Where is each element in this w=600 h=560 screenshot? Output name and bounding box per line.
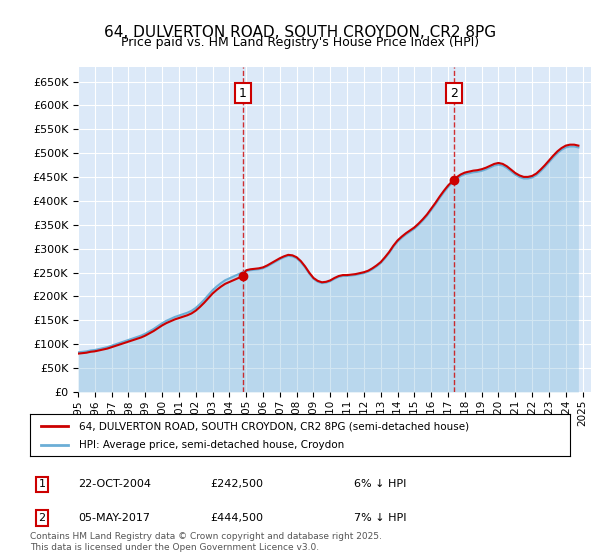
Text: 1: 1 (239, 87, 247, 100)
Text: 05-MAY-2017: 05-MAY-2017 (78, 513, 150, 523)
Text: 64, DULVERTON ROAD, SOUTH CROYDON, CR2 8PG: 64, DULVERTON ROAD, SOUTH CROYDON, CR2 8… (104, 25, 496, 40)
Text: 2: 2 (450, 87, 458, 100)
Text: 2: 2 (38, 513, 46, 523)
Text: Price paid vs. HM Land Registry's House Price Index (HPI): Price paid vs. HM Land Registry's House … (121, 36, 479, 49)
Text: 1: 1 (38, 479, 46, 489)
Text: 22-OCT-2004: 22-OCT-2004 (78, 479, 151, 489)
Text: £242,500: £242,500 (210, 479, 263, 489)
Text: Contains HM Land Registry data © Crown copyright and database right 2025.
This d: Contains HM Land Registry data © Crown c… (30, 532, 382, 552)
Text: 6% ↓ HPI: 6% ↓ HPI (354, 479, 406, 489)
Text: £444,500: £444,500 (210, 513, 263, 523)
Text: 64, DULVERTON ROAD, SOUTH CROYDON, CR2 8PG (semi-detached house): 64, DULVERTON ROAD, SOUTH CROYDON, CR2 8… (79, 421, 469, 431)
Text: 7% ↓ HPI: 7% ↓ HPI (354, 513, 407, 523)
Text: HPI: Average price, semi-detached house, Croydon: HPI: Average price, semi-detached house,… (79, 440, 344, 450)
